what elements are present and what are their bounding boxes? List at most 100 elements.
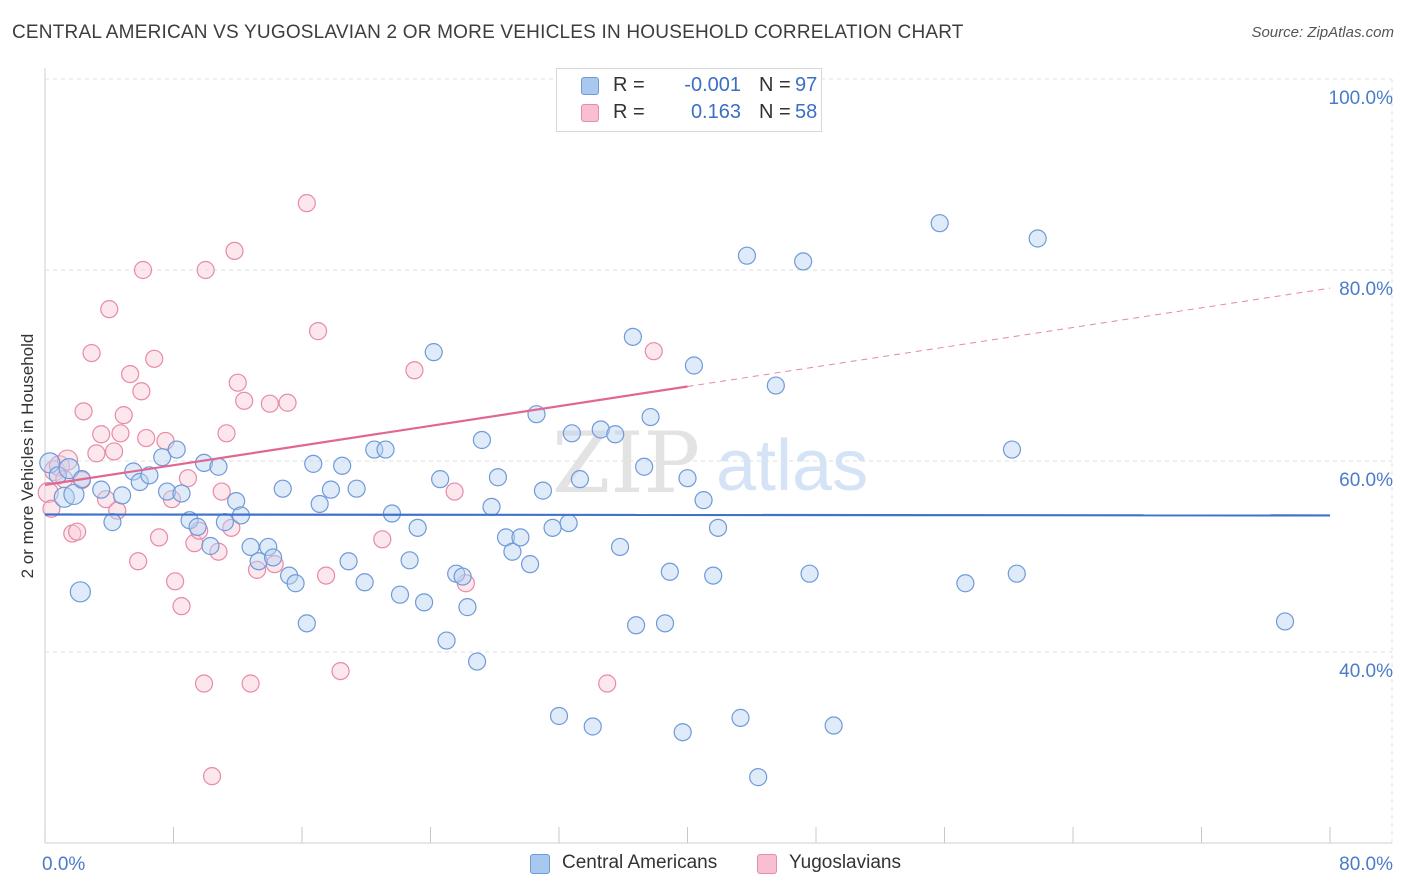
central-american-point (731, 708, 750, 727)
central-american-point (280, 566, 299, 585)
central-american-point (1028, 229, 1047, 248)
legend-r-label: R = (613, 101, 645, 123)
central-american-point (153, 448, 172, 467)
central-american-point (112, 486, 132, 505)
x-tick-label: 80.0% (1339, 854, 1393, 875)
central-american-point (259, 537, 278, 557)
central-american-point (623, 327, 642, 346)
central-american-point (157, 482, 177, 501)
yugoslavian-point (42, 499, 61, 518)
central-american-point (482, 497, 501, 516)
yugoslavian-point (149, 528, 169, 547)
central-american-point (339, 552, 358, 571)
yugoslavian-point (133, 260, 153, 280)
central-american-point (503, 542, 522, 561)
legend-n-value: 97 (795, 74, 818, 96)
yugoslavian-point (194, 674, 214, 693)
x-tick-label: 0.0% (42, 854, 85, 875)
central-american-point (749, 768, 768, 787)
yugoslavian-point (114, 406, 133, 425)
central-american-point (140, 466, 159, 485)
central-american-point (800, 564, 819, 583)
legend-label-central: Central Americans (562, 852, 718, 873)
central-american-point (467, 652, 487, 671)
watermark: ZIP atlas (552, 414, 868, 512)
central-american-point (543, 518, 562, 537)
central-american-point (304, 454, 323, 473)
yugoslavian-point (260, 394, 279, 413)
x-tick-labels: 0.0% 80.0% (42, 854, 1393, 875)
yugoslavian-point (373, 530, 392, 549)
yugoslavian-point (56, 449, 79, 471)
central-american-point (766, 376, 785, 395)
central-american-point (1002, 440, 1022, 459)
yugoslavian-point (644, 342, 663, 361)
central-american-point (355, 573, 374, 592)
central-american-point (704, 566, 723, 585)
central-american-point (172, 484, 191, 503)
central-american-point (583, 717, 602, 736)
central-american-point (382, 504, 402, 523)
y-tick-labels: 40.0% 60.0% 80.0% 100.0% (1329, 88, 1394, 682)
yugoslavian-point (92, 425, 111, 444)
central-american-point (227, 492, 246, 511)
legend-r-value: -0.001 (684, 74, 741, 96)
central-american-point (286, 574, 305, 593)
legend-swatch-central (530, 854, 550, 874)
trend-lines (44, 287, 1331, 517)
yugoslavian-point (104, 442, 124, 461)
central-american-point (626, 616, 646, 635)
central-american-point (533, 481, 553, 500)
central-american-point (263, 548, 283, 567)
central-american-point (678, 469, 697, 488)
yugoslavian-point (445, 482, 464, 501)
yugoslavian-point (121, 364, 140, 384)
central-american-point (660, 562, 679, 581)
central-american-point (794, 252, 813, 271)
central-american-point (92, 480, 111, 499)
yugoslavian-point (111, 424, 130, 443)
yugoslavian-point (217, 424, 236, 443)
central-american-point (376, 440, 395, 459)
central-american-point (130, 472, 149, 492)
central-american-point (1007, 564, 1026, 583)
central-american-point (321, 480, 341, 499)
legend-n-value: 58 (795, 101, 818, 123)
yugoslavian-point (172, 597, 191, 616)
central-american-point (708, 518, 728, 537)
central-american-point (188, 517, 207, 536)
y-tick-label: 40.0% (1339, 661, 1393, 682)
watermark-zip: ZIP (552, 414, 700, 512)
source-label: Source: ZipAtlas.com (1251, 24, 1394, 41)
central-american-point (673, 723, 692, 742)
y-tick-label: 80.0% (1339, 279, 1393, 300)
central-american-point (956, 574, 975, 593)
central-american-point (930, 214, 949, 233)
yugoslavian-point (241, 674, 260, 693)
legend-r-label: R = (613, 74, 645, 96)
central-american-point (424, 343, 443, 362)
yugoslavian-point (297, 194, 316, 213)
central-american-point (684, 356, 704, 375)
central-american-point (167, 440, 186, 459)
yugoslavian-point (74, 402, 93, 421)
yugoslavian-point (228, 373, 247, 392)
yugoslavian-point (235, 391, 254, 410)
yugoslavian-point (278, 393, 297, 412)
central-american-point (570, 470, 589, 489)
yugoslavian-point (178, 469, 198, 488)
central-american-point (458, 598, 477, 617)
central-american-point (641, 407, 660, 427)
yugoslavian-point (308, 322, 328, 341)
y-tick-label: 60.0% (1339, 470, 1393, 491)
central-american-points (39, 214, 1295, 787)
central-american-point (297, 614, 316, 633)
central-american-point (635, 457, 654, 476)
yugoslavian-point (137, 428, 156, 448)
central-american-point (310, 494, 329, 514)
central-american-point (414, 593, 434, 612)
central-american-point (559, 513, 578, 533)
central-american-point (431, 470, 450, 489)
central-american-point (347, 479, 366, 498)
